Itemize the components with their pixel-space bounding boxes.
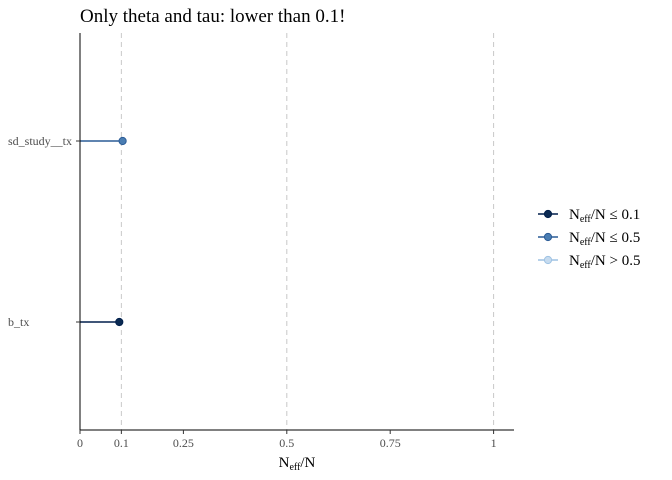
x-axis-title-subscript: eff [289,462,301,473]
legend-item: Neff/N > 0.5 [538,253,640,271]
legend-label: Neff/N > 0.5 [569,253,640,271]
legend-key-point [543,209,553,219]
legend-label: Neff/N ≤ 0.5 [569,230,640,248]
legend-item: Neff/N ≤ 0.5 [538,230,640,248]
reference-lines [120,33,495,430]
point-segments [80,140,123,323]
data-point [115,317,124,327]
x-tick-label: 1 [491,436,497,450]
x-axis-title: Neff/N [279,455,316,473]
chart-title: Only theta and tau: lower than 0.1! [80,6,345,27]
legend-label: Neff/N ≤ 0.1 [569,207,640,225]
y-tick-label: sd_study__tx [8,134,72,148]
x-tick-label: 0 [77,436,83,450]
x-tick-label: 0.25 [173,436,194,450]
legend-key-point [543,255,553,265]
legend-item: Neff/N ≤ 0.1 [538,207,640,225]
x-tick-label: 0.5 [279,436,294,450]
y-tick-label: b_tx [8,315,29,329]
legend-key-point [543,232,553,242]
y-axis-labels: b_tx sd_study__tx [8,134,80,329]
x-tick-label: 0.75 [380,436,401,450]
legend: Neff/N ≤ 0.1 Neff/N ≤ 0.5 Neff/N > 0.5 [538,207,640,271]
x-axis-ticks: 0 0.1 0.25 0.5 0.75 1 [77,430,497,450]
x-axis-title-main: N [279,455,290,471]
data-point [118,136,127,146]
x-axis-title-rest: /N [300,455,315,471]
x-tick-label: 0.1 [114,436,129,450]
data-points [115,136,127,327]
